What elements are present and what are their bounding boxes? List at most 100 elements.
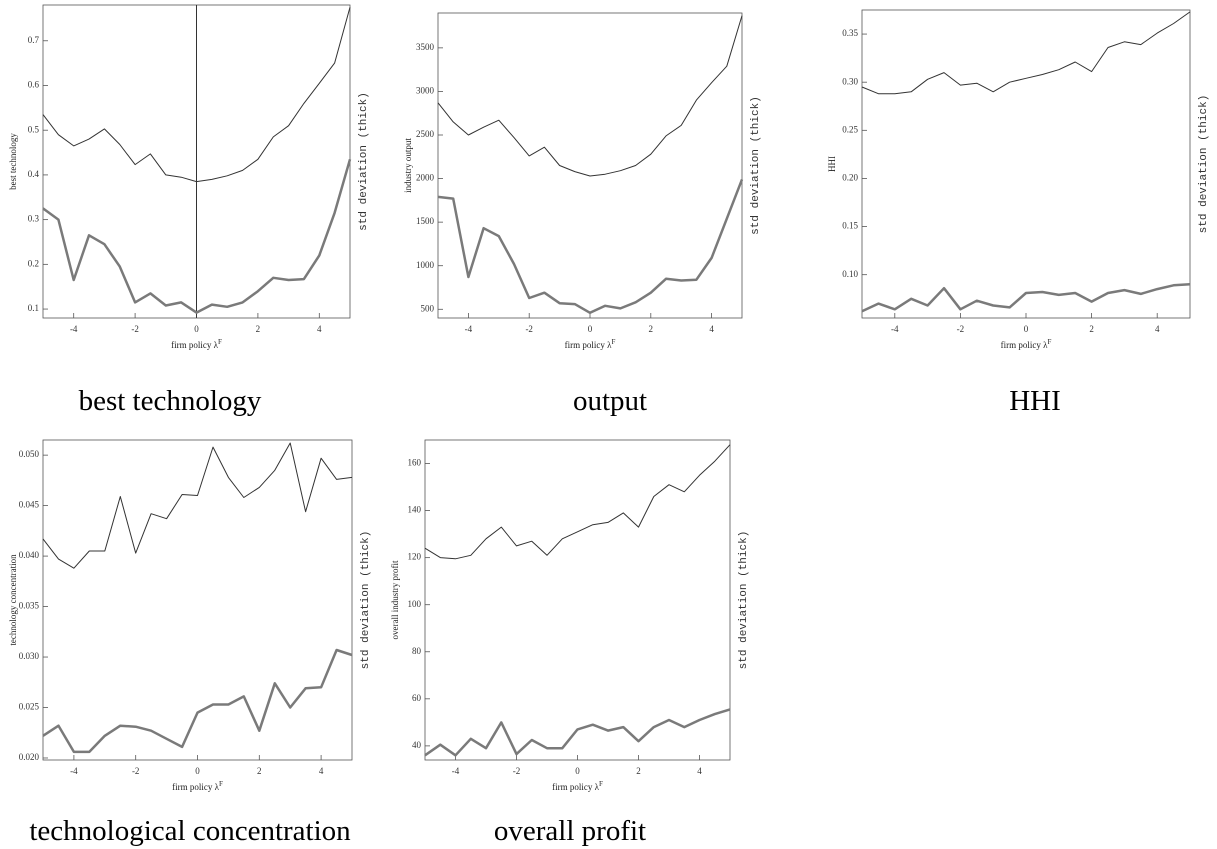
y-tick-label: 0.045	[19, 500, 40, 510]
x-axis-label: firm policy λF	[565, 338, 616, 350]
x-tick-label: 0	[588, 324, 593, 334]
x-tick-label: 4	[319, 766, 324, 776]
x-tick-label: 0	[575, 766, 580, 776]
right-axis-label: std deviation (thick)	[1198, 95, 1210, 234]
y-tick-label: 0.6	[28, 80, 40, 90]
x-axis-label-sup: F	[219, 780, 223, 788]
caption: HHI	[1009, 385, 1061, 417]
x-tick-label: 2	[636, 766, 641, 776]
series-line	[424, 444, 731, 560]
y-tick-label: 100	[408, 599, 422, 609]
y-tick-label: 0.1	[28, 303, 39, 313]
y-tick-label: 0.35	[842, 28, 858, 38]
x-axis-label-text: firm policy λ	[552, 782, 599, 792]
series-line	[861, 283, 1191, 313]
y-tick-label: 0.5	[28, 124, 40, 134]
x-axis-label: firm policy λF	[552, 780, 603, 792]
y-tick-label: 0.3	[28, 214, 40, 224]
x-tick-label: -2	[957, 324, 965, 334]
y-tick-label: 0.7	[28, 35, 40, 45]
x-axis-label: firm policy λF	[172, 780, 223, 792]
right-axis-label: std deviation (thick)	[358, 92, 370, 231]
y-axis-label: overall industry profit	[390, 560, 400, 639]
series-line	[437, 15, 743, 177]
y-axis-label: industry output	[403, 138, 413, 193]
y-axis-label: HHI	[827, 156, 837, 172]
y-tick-label: 0.25	[842, 124, 858, 134]
series-line	[42, 442, 353, 569]
x-axis-label-sup: F	[611, 338, 615, 346]
series-line	[424, 708, 731, 757]
y-axis-label: best technology	[8, 133, 18, 190]
x-tick-label: 0	[1024, 324, 1029, 334]
y-tick-label: 60	[412, 693, 422, 703]
x-tick-label: 4	[709, 324, 714, 334]
right-axis-label: std deviation (thick)	[750, 96, 762, 235]
y-tick-label: 140	[408, 505, 422, 515]
y-tick-label: 0.040	[19, 550, 40, 560]
x-axis-label-text: firm policy λ	[1001, 340, 1048, 350]
x-tick-label: -2	[131, 324, 139, 334]
y-axis-label: technology concentration	[8, 554, 18, 646]
y-tick-label: 40	[412, 740, 422, 750]
y-tick-label: 0.30	[842, 76, 858, 86]
y-tick-label: 0.030	[19, 651, 40, 661]
x-tick-label: -2	[132, 766, 140, 776]
x-tick-label: 0	[194, 324, 199, 334]
x-tick-label: 2	[649, 324, 654, 334]
right-axis-label: std deviation (thick)	[738, 531, 750, 670]
plot-frame	[424, 439, 731, 761]
chart: 500 1000 1500 2000 2500 3000 3500 -4 -2 0 2 4 indust…	[403, 12, 762, 417]
x-tick-label: -4	[891, 324, 899, 334]
caption: output	[573, 385, 647, 417]
x-axis-label: firm policy λF	[1001, 338, 1052, 350]
x-axis-label-text: firm policy λ	[171, 340, 218, 350]
x-tick-label: 4	[1155, 324, 1160, 334]
x-tick-label: -2	[525, 324, 533, 334]
y-tick-label: 2000	[416, 173, 435, 183]
x-axis-label-sup: F	[218, 338, 222, 346]
y-tick-label: 3000	[416, 85, 435, 95]
y-tick-label: 2500	[416, 129, 435, 139]
x-tick-label: -4	[465, 324, 473, 334]
caption: best technology	[79, 385, 262, 417]
x-tick-label: 2	[256, 324, 261, 334]
x-tick-label: 4	[317, 324, 322, 334]
series-line	[437, 178, 744, 315]
y-tick-label: 0.050	[19, 449, 40, 459]
y-tick-label: 0.2	[28, 258, 39, 268]
y-tick-label: 0.10	[842, 269, 858, 279]
x-axis-label: firm policy λF	[171, 338, 222, 350]
series-line	[42, 158, 352, 314]
y-tick-label: 0.15	[842, 221, 858, 231]
x-tick-label: 4	[697, 766, 702, 776]
y-tick-label: 0.020	[19, 752, 40, 762]
x-tick-label: 2	[257, 766, 262, 776]
series-line	[42, 7, 351, 183]
y-tick-label: 120	[408, 552, 422, 562]
x-axis-label-text: firm policy λ	[172, 782, 219, 792]
plot-frame	[861, 9, 1191, 319]
plot-frame	[437, 12, 743, 319]
chart: 0.10 0.15 0.20 0.25 0.30 0.35 -4 -2 0 2 4 HHI firm p…	[827, 9, 1210, 417]
chart: 0.020 0.025 0.030 0.035 0.040 0.045 0.050 -4 -2 0…	[8, 439, 372, 847]
x-tick-label: -4	[70, 324, 78, 334]
y-tick-label: 0.4	[28, 169, 40, 179]
x-axis-label-text: firm policy λ	[565, 340, 612, 350]
x-tick-label: -4	[452, 766, 460, 776]
x-tick-label: 0	[195, 766, 200, 776]
chart: 40 60 80 100 120 140 160 -4 -2 0 2 4 overall industr…	[390, 439, 750, 847]
y-tick-label: 0.20	[842, 173, 858, 183]
y-tick-label: 500	[421, 303, 435, 313]
series-line	[861, 11, 1191, 95]
caption: overall profit	[494, 815, 646, 847]
chart: 0.1 0.2 0.3 0.4 0.5 0.6 0.7 -4 -2 0 2 4 best technol…	[8, 4, 370, 417]
caption: technological concentration	[29, 815, 351, 847]
series-line	[42, 648, 353, 754]
x-tick-label: -4	[70, 766, 78, 776]
y-tick-label: 0.025	[19, 702, 40, 712]
x-axis-label-sup: F	[599, 780, 603, 788]
right-axis-label: std deviation (thick)	[360, 531, 372, 670]
y-tick-label: 80	[412, 646, 422, 656]
